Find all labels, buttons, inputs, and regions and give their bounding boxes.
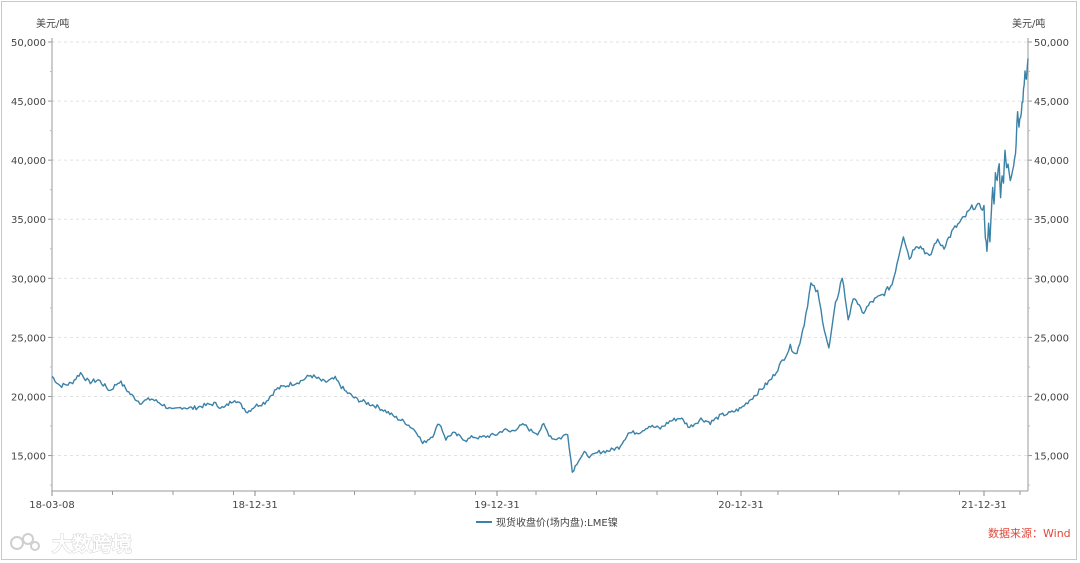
chain-link-icon bbox=[10, 533, 40, 551]
y-tick-label-right: 25,000 bbox=[1034, 333, 1069, 344]
x-tick-label: 18-03-08 bbox=[29, 500, 74, 511]
grid-lines bbox=[52, 41, 1028, 457]
series-layer bbox=[51, 58, 1029, 473]
x-tick-label: 19-12-31 bbox=[474, 500, 519, 511]
y-tick-label-right: 15,000 bbox=[1034, 452, 1069, 463]
y-axis-left: 15,000 20,000 25,000 30,000 35,000 40,000 45,0… bbox=[11, 38, 52, 486]
y-tick-label-left: 50,000 bbox=[11, 38, 46, 49]
x-tick-label: 20-12-31 bbox=[718, 500, 763, 511]
y-tick-label-right: 50,000 bbox=[1034, 38, 1069, 49]
x-axis: 18-03-08 18-12-31 19-12-31 20-12-31 21-12-31 bbox=[29, 491, 1021, 511]
y-tick-label-left: 30,000 bbox=[11, 274, 46, 285]
y-tick-label-right: 35,000 bbox=[1034, 215, 1069, 226]
y-tick-label-right: 40,000 bbox=[1034, 156, 1069, 167]
x-tick-label: 18-12-31 bbox=[232, 500, 277, 511]
y-tick-label-left: 15,000 bbox=[11, 452, 46, 463]
y-tick-label-right: 45,000 bbox=[1034, 97, 1069, 108]
y-axis-right-unit: 美元/吨 bbox=[1012, 17, 1045, 30]
y-tick-label-left: 35,000 bbox=[11, 215, 46, 226]
series-line-nickel bbox=[51, 58, 1029, 473]
y-tick-label-left: 20,000 bbox=[11, 392, 46, 403]
y-tick-label-left: 25,000 bbox=[11, 333, 46, 344]
y-tick-label-left: 40,000 bbox=[11, 156, 46, 167]
x-tick-label: 21-12-31 bbox=[961, 500, 1006, 511]
y-axis-right: 15,000 20,000 25,000 30,000 35,000 40,000 45,0… bbox=[1028, 38, 1069, 486]
y-tick-label-right: 20,000 bbox=[1034, 392, 1069, 403]
legend[interactable]: 现货收盘价(场内盘):LME镍 bbox=[476, 516, 618, 529]
axes bbox=[51, 38, 1029, 492]
y-tick-label-left: 45,000 bbox=[11, 97, 46, 108]
watermark-text: 大数跨境 bbox=[52, 532, 132, 556]
legend-label: 现货收盘价(场内盘):LME镍 bbox=[496, 516, 618, 529]
y-tick-label-right: 30,000 bbox=[1034, 274, 1069, 285]
watermark: 大数跨境 bbox=[10, 532, 132, 556]
y-axis-left-unit: 美元/吨 bbox=[36, 17, 69, 30]
source-label: 数据来源：Wind bbox=[988, 526, 1071, 540]
